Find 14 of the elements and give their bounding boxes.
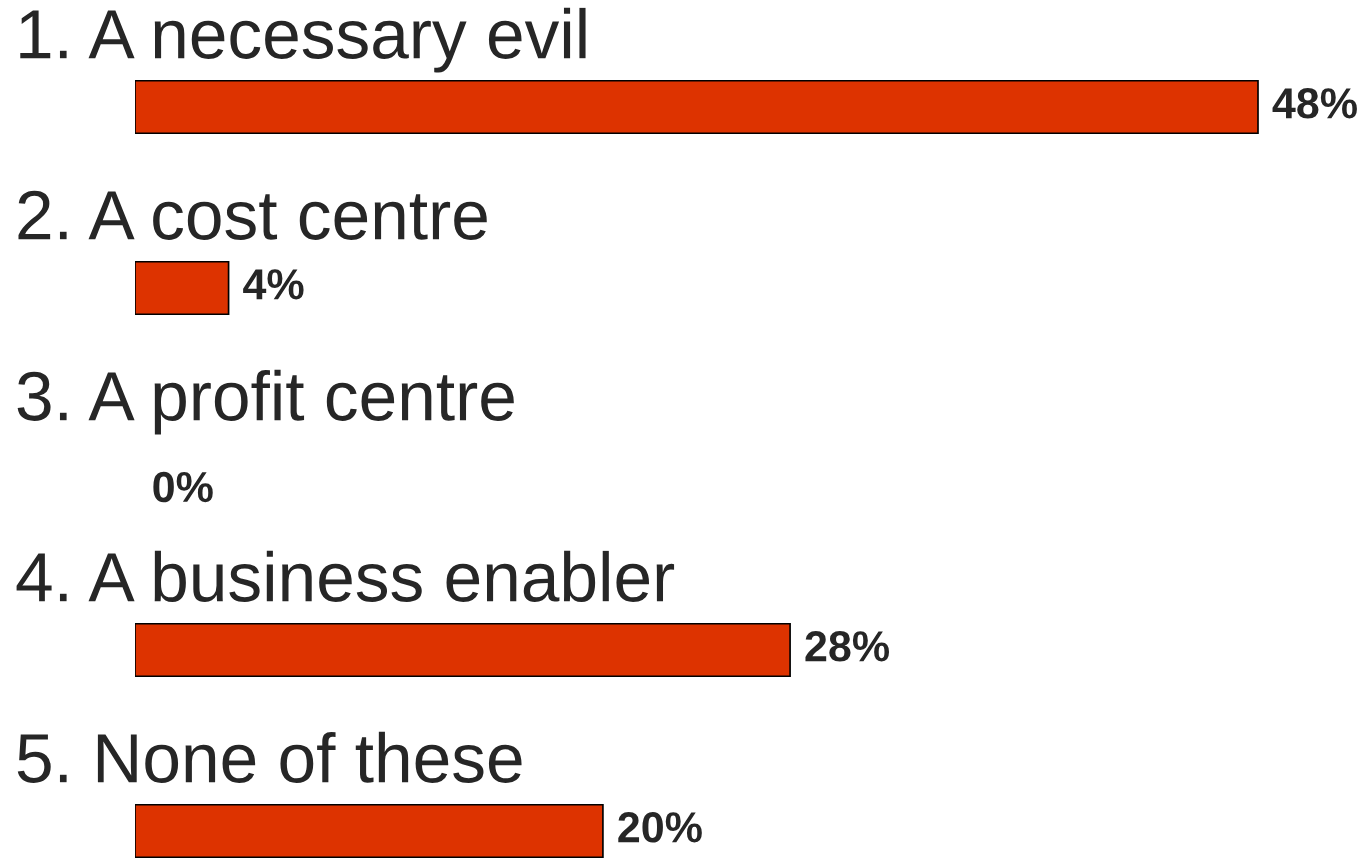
- data-label: 48%: [1272, 88, 1357, 119]
- y-tick-label: 4. A business enabler: [16, 550, 675, 602]
- bar: [135, 79, 1259, 135]
- y-tick-label: 5. None of these: [17, 731, 522, 783]
- bar: [135, 803, 604, 858]
- data-label: 28%: [805, 631, 890, 662]
- bar: [135, 622, 791, 678]
- bar: [135, 260, 230, 316]
- y-tick-label: 3. A profit centre: [17, 369, 514, 435]
- y-tick-label: 2. A cost centre: [18, 190, 487, 240]
- data-label: 4%: [243, 269, 304, 300]
- data-label: 20%: [618, 812, 702, 843]
- y-tick-label: 1. A necessary evil: [20, 7, 586, 73]
- data-label: 0%: [153, 471, 213, 503]
